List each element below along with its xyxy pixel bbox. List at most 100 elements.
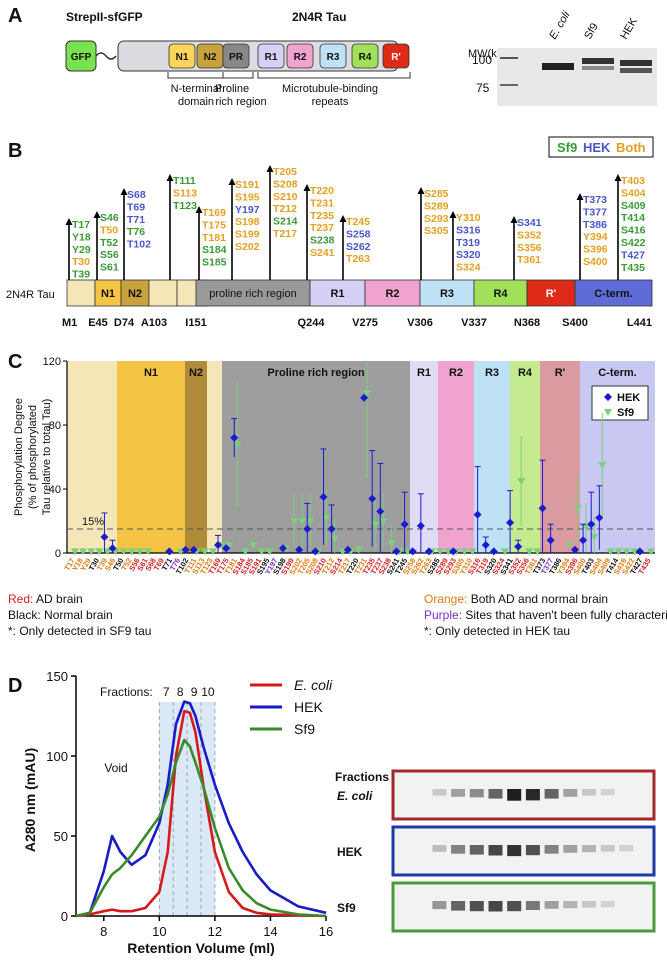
construct-label: StrepII-sfGFP bbox=[66, 10, 143, 24]
c-region-label-10: C-term. bbox=[598, 367, 637, 379]
c-note-value: Sites that haven't been fully characteri… bbox=[462, 608, 667, 622]
legend-b-both: Both bbox=[616, 140, 646, 155]
d-gel-band bbox=[488, 901, 503, 912]
c-sf9-point bbox=[403, 548, 412, 556]
d-gel-box-1 bbox=[391, 825, 656, 877]
d-gel-band bbox=[507, 901, 522, 912]
c-note-0: Red: AD brain bbox=[8, 592, 83, 606]
c-sf9-point bbox=[565, 542, 574, 549]
site-arrowhead-7 bbox=[303, 184, 311, 191]
c-sf9-point bbox=[144, 548, 153, 556]
d-gel-band bbox=[507, 845, 522, 857]
c-hek-point bbox=[570, 545, 579, 554]
track-bound-8: V337 bbox=[461, 317, 487, 329]
c-region-label-8: R4 bbox=[518, 367, 533, 379]
panel-a-letter: A bbox=[8, 5, 22, 27]
c-hek-point bbox=[181, 545, 190, 554]
c-region-8 bbox=[510, 361, 540, 553]
d-gel-band bbox=[600, 845, 615, 852]
track-bound-0: M1 bbox=[62, 317, 77, 329]
nterm-label-2: domain bbox=[178, 96, 214, 108]
c-hek-point bbox=[424, 547, 433, 556]
site-label: T373 bbox=[583, 194, 607, 206]
c-y-label-1: (% of phosphorylated bbox=[27, 405, 39, 509]
c-note-1: Orange: Both AD and normal brain bbox=[424, 592, 608, 606]
panel-d-letter: D bbox=[8, 675, 22, 697]
domain-box-6 bbox=[351, 43, 379, 69]
d-gel-band bbox=[563, 845, 578, 853]
d-fraction-num-3: 10 bbox=[201, 685, 215, 699]
site-arrowhead-5 bbox=[228, 178, 236, 185]
track-bound-6: V275 bbox=[352, 317, 378, 329]
c-hek-point bbox=[327, 525, 336, 533]
d-gel-band bbox=[469, 901, 484, 912]
d-legend-label-1: HEK bbox=[294, 699, 323, 715]
site-label: S191 bbox=[235, 179, 260, 191]
c-legend-sf9-marker bbox=[604, 409, 612, 416]
c-sf9-point bbox=[95, 548, 104, 556]
site-arrowhead-10 bbox=[449, 211, 457, 218]
pr-label-2: rich region bbox=[215, 96, 266, 108]
pr-bracket bbox=[222, 72, 254, 79]
d-gel-band bbox=[507, 789, 522, 801]
site-label: T102 bbox=[127, 239, 151, 251]
site-label: T76 bbox=[127, 226, 145, 238]
d-y-tick-label-0: 0 bbox=[61, 909, 68, 924]
d-gel-box-2 bbox=[391, 881, 656, 933]
site-label: S214 bbox=[273, 216, 298, 228]
c-region-7 bbox=[474, 361, 510, 553]
domain-label-6: R4 bbox=[359, 52, 372, 63]
domain-label-5: R3 bbox=[327, 52, 340, 63]
c-sf9-point bbox=[241, 548, 250, 556]
c-hek-point bbox=[311, 547, 320, 556]
d-gel-band bbox=[451, 901, 466, 911]
site-label: T52 bbox=[100, 237, 118, 249]
c-region-4 bbox=[222, 361, 410, 553]
d-gel-band bbox=[451, 845, 466, 854]
track-segment-label-8: R3 bbox=[440, 288, 454, 300]
site-label: S113 bbox=[173, 187, 197, 199]
c-hek-point bbox=[303, 525, 312, 533]
c-region-5 bbox=[410, 361, 438, 553]
gel-a-band-hekb bbox=[620, 68, 652, 73]
domain-label-4: R2 bbox=[294, 52, 307, 63]
domain-label-0: N1 bbox=[176, 52, 189, 63]
d-gel-band bbox=[525, 845, 540, 856]
d-gel-band bbox=[525, 789, 540, 801]
c-note-value: Normal brain bbox=[41, 608, 113, 622]
d-gel-band bbox=[432, 789, 447, 796]
track-segment-1 bbox=[94, 279, 122, 307]
track-segment-0 bbox=[66, 279, 96, 307]
site-label: S258 bbox=[346, 228, 371, 240]
c-hek-point bbox=[222, 544, 231, 553]
track-segment-11 bbox=[574, 279, 653, 307]
site-label: S396 bbox=[583, 244, 608, 256]
track-bound-7: V306 bbox=[407, 317, 433, 329]
panel-b-letter: B bbox=[8, 140, 22, 162]
gel-a-marker75 bbox=[500, 84, 518, 86]
site-label: T50 bbox=[100, 224, 118, 236]
site-label: T181 bbox=[202, 232, 226, 244]
d-x-tick-label-3: 14 bbox=[263, 924, 277, 939]
track-segment-2 bbox=[120, 279, 150, 307]
d-gel-band bbox=[544, 901, 559, 909]
site-arrowhead-0 bbox=[65, 218, 73, 225]
domain-box-2 bbox=[222, 43, 250, 69]
site-label: S285 bbox=[424, 188, 449, 200]
site-label: T69 bbox=[127, 201, 145, 213]
site-label: Y310 bbox=[456, 212, 481, 224]
site-label: T361 bbox=[517, 254, 541, 266]
site-arrowhead-8 bbox=[339, 215, 347, 222]
track-segment-label-9: R4 bbox=[493, 288, 508, 300]
site-arrowhead-9 bbox=[417, 187, 425, 194]
track-segment-10 bbox=[526, 279, 576, 307]
site-label: T111 bbox=[173, 175, 196, 187]
c-sf9-point bbox=[444, 548, 453, 556]
domain-box-4 bbox=[286, 43, 314, 69]
c-region-label-7: R3 bbox=[485, 367, 499, 379]
domain-label-7: R' bbox=[391, 52, 401, 63]
track-bound-2: D74 bbox=[114, 317, 135, 329]
c-note-key: Orange: bbox=[424, 592, 467, 606]
c-sf9-point bbox=[468, 548, 477, 556]
site-arrowhead-13 bbox=[614, 174, 622, 181]
